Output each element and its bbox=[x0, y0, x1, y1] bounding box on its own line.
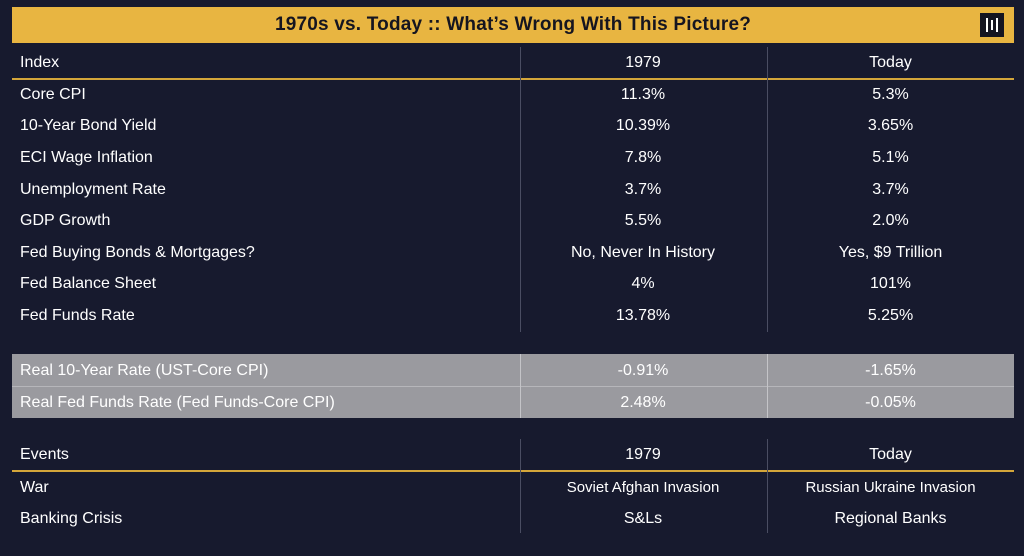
index-header-label: Index bbox=[20, 53, 60, 71]
row-label: Fed Funds Rate bbox=[20, 306, 135, 324]
row-label: GDP Growth bbox=[20, 211, 111, 229]
page-title: 1970s vs. Today :: What’s Wrong With Thi… bbox=[274, 14, 752, 35]
table-row: Fed Balance Sheet 4% 101% bbox=[12, 268, 1014, 299]
column-divider bbox=[767, 47, 768, 332]
events-header-underline bbox=[12, 470, 1014, 472]
row-label: ECI Wage Inflation bbox=[20, 148, 153, 166]
row-label: 10-Year Bond Yield bbox=[20, 116, 157, 134]
row-value-1979: No, Never In History bbox=[570, 243, 716, 261]
row-label: Core CPI bbox=[20, 85, 86, 103]
row-value-1979: Soviet Afghan Invasion bbox=[566, 479, 720, 496]
row-value-1979: 11.3% bbox=[620, 85, 666, 103]
index-header-1979: 1979 bbox=[625, 53, 661, 71]
row-value-today: 3.65% bbox=[867, 116, 914, 134]
row-value-1979: 5.5% bbox=[624, 211, 662, 229]
index-header-row: Index 1979 Today bbox=[12, 47, 1014, 78]
column-divider bbox=[520, 439, 521, 533]
row-value-today: -1.65% bbox=[865, 361, 916, 379]
row-label: Real 10-Year Rate (UST-Core CPI) bbox=[20, 361, 269, 379]
event-row: War Soviet Afghan Invasion Russian Ukrai… bbox=[12, 472, 1014, 503]
row-label: Fed Buying Bonds & Mortgages? bbox=[20, 243, 255, 261]
table-row: ECI Wage Inflation 7.8% 5.1% bbox=[12, 142, 1014, 173]
index-header-today: Today bbox=[869, 53, 912, 71]
row-value-today: 3.7% bbox=[872, 180, 909, 198]
table-row: Unemployment Rate 3.7% 3.7% bbox=[12, 174, 1014, 205]
row-value-1979: 10.39% bbox=[615, 116, 671, 134]
column-divider bbox=[520, 354, 521, 418]
row-value-1979: 13.78% bbox=[615, 306, 671, 324]
row-value-today: Russian Ukraine Invasion bbox=[805, 479, 976, 496]
table-row: 10-Year Bond Yield 10.39% 3.65% bbox=[12, 110, 1014, 141]
row-value-today: Regional Banks bbox=[834, 509, 947, 527]
events-header-1979: 1979 bbox=[625, 445, 661, 463]
events-header-today: Today bbox=[869, 445, 912, 463]
real-rate-row: Real Fed Funds Rate (Fed Funds-Core CPI)… bbox=[12, 387, 1014, 418]
event-row: Banking Crisis S&Ls Regional Banks bbox=[12, 503, 1014, 534]
column-divider bbox=[520, 47, 521, 332]
table-row: GDP Growth 5.5% 2.0% bbox=[12, 205, 1014, 236]
events-header-row: Events 1979 Today bbox=[12, 439, 1014, 470]
events-header-label: Events bbox=[20, 445, 69, 463]
row-label: Real Fed Funds Rate (Fed Funds-Core CPI) bbox=[20, 393, 335, 411]
row-value-1979: -0.91% bbox=[617, 361, 669, 379]
column-divider bbox=[767, 354, 768, 418]
row-label: Unemployment Rate bbox=[20, 180, 166, 198]
table-row: Fed Funds Rate 13.78% 5.25% bbox=[12, 300, 1014, 331]
row-value-1979: S&Ls bbox=[623, 509, 663, 527]
row-value-today: 5.1% bbox=[872, 148, 909, 166]
row-value-1979: 7.8% bbox=[624, 148, 662, 166]
row-value-today: 5.3% bbox=[872, 85, 909, 103]
row-value-today: 101% bbox=[870, 274, 911, 292]
table-row: Fed Buying Bonds & Mortgages? No, Never … bbox=[12, 237, 1014, 268]
column-divider bbox=[767, 439, 768, 533]
row-value-1979: 4% bbox=[631, 274, 655, 292]
row-value-today: -0.05% bbox=[865, 393, 916, 411]
band-row-divider bbox=[12, 386, 1014, 387]
table-row: Core CPI 11.3% 5.3% bbox=[12, 79, 1014, 110]
row-value-today: Yes, $9 Trillion bbox=[838, 243, 943, 261]
row-label: Fed Balance Sheet bbox=[20, 274, 157, 292]
row-value-1979: 3.7% bbox=[624, 180, 662, 198]
row-label: Banking Crisis bbox=[20, 509, 123, 527]
header-underline bbox=[12, 78, 1014, 80]
pillar-bars-logo-icon bbox=[980, 13, 1004, 37]
real-rate-row: Real 10-Year Rate (UST-Core CPI) -0.91% … bbox=[12, 355, 1014, 386]
row-value-today: 5.25% bbox=[867, 306, 914, 324]
title-bar: 1970s vs. Today :: What’s Wrong With Thi… bbox=[12, 7, 1014, 43]
row-value-1979: 2.48% bbox=[620, 393, 666, 411]
row-value-today: 2.0% bbox=[872, 211, 909, 229]
row-label: War bbox=[20, 478, 49, 496]
